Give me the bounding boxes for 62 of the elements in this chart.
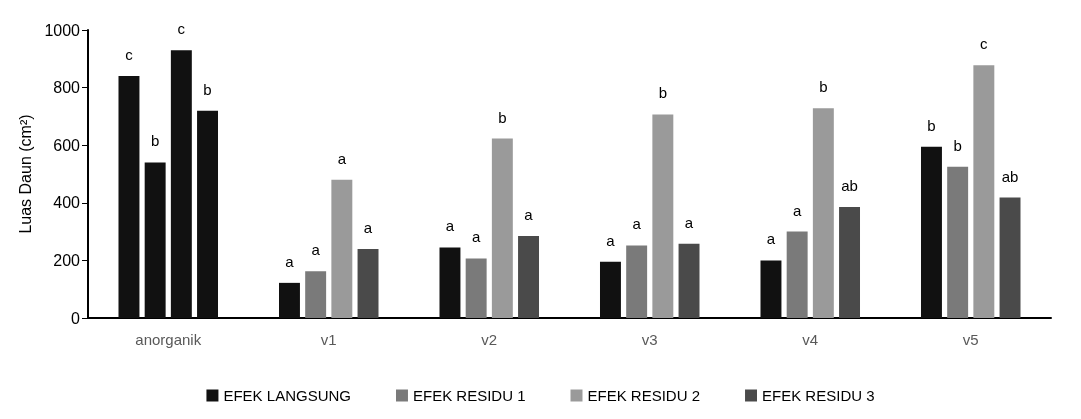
bar xyxy=(839,207,861,318)
data-label: a xyxy=(285,252,295,270)
x-tick-label: v4 xyxy=(802,331,819,348)
data-label: b xyxy=(150,132,160,150)
bar xyxy=(357,248,379,318)
data-label: a xyxy=(632,215,642,233)
bar xyxy=(600,261,621,318)
data-label: b xyxy=(203,80,212,98)
bar xyxy=(491,138,513,318)
bar xyxy=(973,65,995,318)
bar xyxy=(331,179,353,318)
bar xyxy=(678,243,700,318)
data-label: a xyxy=(311,241,321,259)
legend-label: EFEK RESIDU 1 xyxy=(412,387,526,404)
bar xyxy=(652,114,674,318)
data-label: b xyxy=(819,78,828,96)
data-label: a xyxy=(363,218,373,236)
data-label: a xyxy=(766,230,776,248)
y-tick-label: 800 xyxy=(53,79,81,97)
x-tick-label: v2 xyxy=(481,331,498,348)
data-label: b xyxy=(658,84,668,102)
bar xyxy=(118,76,140,318)
data-label: a xyxy=(524,205,534,223)
x-tick-label: v1 xyxy=(320,331,337,348)
bar xyxy=(999,197,1021,318)
y-tick-label: 0 xyxy=(71,309,81,327)
data-label: a xyxy=(337,149,347,167)
bar xyxy=(465,258,487,318)
y-tick-label: 200 xyxy=(53,251,81,269)
bar xyxy=(626,245,648,318)
legend-label: EFEK LANGSUNG xyxy=(223,387,351,404)
data-label: c xyxy=(177,20,186,38)
bar xyxy=(518,235,540,318)
x-tick-label: v3 xyxy=(641,331,658,348)
data-label: a xyxy=(684,213,694,231)
y-tick-label: 1000 xyxy=(44,21,81,39)
data-label: a xyxy=(445,217,455,235)
data-label: b xyxy=(953,136,962,154)
bar xyxy=(786,231,808,318)
data-label: b xyxy=(927,116,936,134)
data-label: c xyxy=(980,35,989,53)
data-label: c xyxy=(125,46,134,64)
legend-label: EFEK RESIDU 2 xyxy=(587,387,701,404)
bar xyxy=(279,282,300,318)
data-label: b xyxy=(498,108,507,126)
x-tick-label: anorganik xyxy=(135,331,202,348)
data-label: ab xyxy=(841,177,858,195)
legend-label: EFEK RESIDU 3 xyxy=(762,387,875,404)
bar xyxy=(760,260,782,318)
bar xyxy=(439,247,461,318)
y-tick-label: 600 xyxy=(53,136,81,154)
y-tick-label: 400 xyxy=(53,194,81,212)
bar xyxy=(921,146,942,318)
data-label: ab xyxy=(1001,167,1019,185)
data-label: a xyxy=(792,201,802,219)
bar xyxy=(305,271,327,318)
data-label: a xyxy=(606,231,616,249)
y-axis-title: Luas Daun (cm²) xyxy=(17,114,35,234)
x-tick-label: v5 xyxy=(962,331,979,348)
data-label: a xyxy=(471,228,481,246)
bar xyxy=(947,166,969,318)
bar xyxy=(812,108,834,318)
